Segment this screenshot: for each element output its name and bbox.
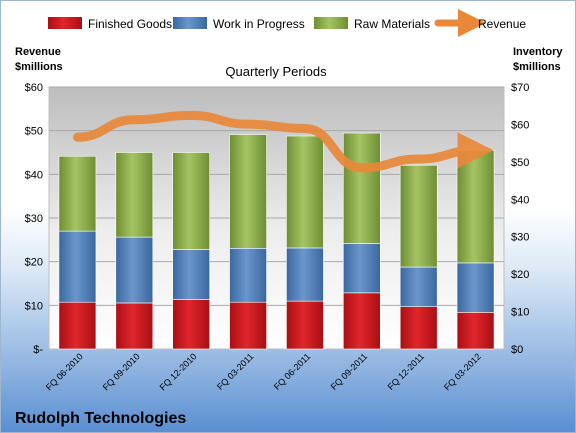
- finished-goods-bar: [456, 312, 495, 350]
- x-tick-label: FQ 09-2011: [329, 351, 370, 392]
- finished-goods-bar: [229, 301, 267, 350]
- left-axis-ticks: $- $10 $20 $30 $40 $50 $60: [25, 82, 44, 356]
- legend-swatch: [173, 17, 207, 29]
- left-tick-label: $60: [25, 82, 43, 94]
- right-axis-ticks: $0 $10 $20 $30 $40 $50 $60 $70: [511, 82, 529, 356]
- x-tick-label: FQ 03-2012: [442, 351, 483, 392]
- revenue-line: [72, 110, 494, 173]
- legend-label: Raw Materials: [354, 17, 430, 31]
- finished-goods-bar: [58, 301, 97, 350]
- finished-goods-bar: [286, 300, 324, 350]
- x-tick-label: FQ 12-2011: [386, 351, 427, 392]
- x-axis-ticks: FQ 06-2010 FQ 09-2010 FQ 12-2010 FQ 03-2011…: [44, 351, 483, 392]
- finished-goods-bar: [343, 292, 381, 350]
- work-in-progress-bar: [58, 230, 97, 303]
- left-tick-label: $20: [25, 257, 43, 269]
- x-tick-label: FQ 03-2011: [215, 351, 256, 392]
- legend-label: Revenue: [478, 17, 526, 31]
- raw-materials-bar: [172, 152, 210, 250]
- bars: [58, 132, 495, 350]
- company-name: Rudolph Technologies: [15, 410, 186, 427]
- right-tick-label: $0: [511, 344, 523, 356]
- chart-title: Quarterly Periods: [225, 64, 327, 79]
- right-tick-label: $20: [511, 269, 529, 281]
- x-tick-label: FQ 09-2010: [101, 351, 142, 392]
- legend-label: Finished Goods: [88, 17, 172, 31]
- left-tick-label: $40: [25, 169, 43, 181]
- work-in-progress-bar: [286, 247, 324, 302]
- left-tick-label: $50: [25, 126, 43, 138]
- legend: Finished Goods Work in Progress Raw Materi…: [48, 9, 526, 37]
- work-in-progress-bar: [229, 248, 267, 303]
- finished-goods-bar: [115, 302, 154, 350]
- right-tick-label: $30: [511, 232, 529, 244]
- raw-materials-bar: [343, 132, 381, 244]
- raw-materials-bar: [115, 152, 154, 238]
- raw-materials-bar: [399, 164, 438, 268]
- work-in-progress-bar: [172, 249, 210, 300]
- x-tick-label: FQ 06-2011: [272, 351, 313, 392]
- legend-swatch: [314, 17, 348, 29]
- raw-materials-bar: [229, 134, 267, 249]
- work-in-progress-bar: [399, 266, 438, 308]
- left-tick-label: $30: [25, 213, 43, 225]
- finished-goods-bar: [399, 306, 438, 350]
- right-axis-title-line1: Inventory: [513, 46, 563, 58]
- left-tick-label: $10: [25, 300, 43, 312]
- right-tick-label: $40: [511, 194, 529, 206]
- raw-materials-bar: [286, 135, 324, 249]
- work-in-progress-bar: [343, 243, 381, 294]
- raw-materials-bar: [456, 150, 495, 264]
- right-axis-title-line2: $millions: [513, 61, 561, 73]
- legend-label: Work in Progress: [213, 17, 305, 31]
- finished-goods-bar: [172, 299, 210, 350]
- legend-swatch: [48, 17, 82, 29]
- right-tick-label: $50: [511, 157, 529, 169]
- left-axis-title-line1: Revenue: [15, 46, 61, 58]
- revenue-line-group: [72, 110, 494, 173]
- right-tick-label: $60: [511, 119, 529, 131]
- right-tick-label: $10: [511, 307, 529, 319]
- work-in-progress-bar: [115, 236, 154, 304]
- raw-materials-bar: [58, 155, 97, 232]
- x-tick-label: FQ 06-2010: [44, 351, 85, 392]
- work-in-progress-bar: [456, 262, 495, 313]
- x-tick-label: FQ 12-2010: [158, 351, 199, 392]
- right-tick-label: $70: [511, 82, 529, 94]
- left-tick-label: $-: [33, 344, 43, 356]
- left-axis-title-line2: $millions: [15, 61, 63, 73]
